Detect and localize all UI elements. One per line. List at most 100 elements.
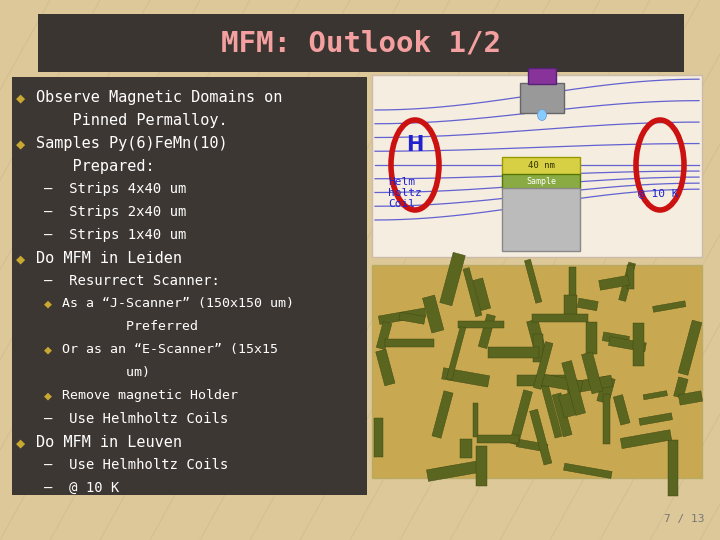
Bar (517, 375, 570, 386)
Text: Prepared:: Prepared: (36, 159, 155, 174)
Bar (541, 374, 582, 392)
Bar (12, 77, 367, 495)
Text: ◆: ◆ (44, 389, 52, 402)
Bar (559, 393, 577, 418)
Bar (372, 265, 702, 478)
Bar (372, 75, 702, 257)
Bar (458, 321, 503, 328)
Text: H: H (406, 135, 423, 155)
Bar (678, 320, 702, 375)
Bar (534, 342, 553, 389)
Text: –  Use Helmholtz Coils: – Use Helmholtz Coils (44, 458, 228, 472)
Text: um): um) (62, 366, 150, 379)
Bar (423, 295, 444, 333)
Bar (552, 393, 572, 437)
Bar (608, 336, 647, 352)
Text: ◆: ◆ (16, 251, 25, 266)
Bar (627, 265, 634, 289)
Bar (577, 298, 598, 310)
Text: –  Use Helmholtz Coils: – Use Helmholtz Coils (44, 412, 228, 426)
Text: ◆: ◆ (16, 136, 25, 151)
Bar (569, 267, 577, 296)
Bar (531, 314, 588, 322)
Text: ◆: ◆ (44, 343, 52, 356)
Text: 40 nm: 40 nm (528, 161, 554, 171)
Bar (377, 321, 392, 350)
Bar (374, 417, 383, 457)
Text: ◆: ◆ (16, 90, 25, 105)
Text: ◆: ◆ (16, 435, 25, 450)
Bar (587, 322, 597, 354)
Text: Samples Py(6)FeMn(10): Samples Py(6)FeMn(10) (36, 136, 228, 151)
Bar (678, 391, 703, 405)
Bar (674, 377, 688, 399)
Bar (613, 395, 630, 425)
Bar (668, 440, 678, 496)
Bar (432, 391, 453, 438)
Bar (566, 375, 613, 394)
Bar (603, 394, 610, 444)
Text: –  Resurrect Scanner:: – Resurrect Scanner: (44, 274, 220, 288)
Bar (463, 268, 482, 317)
Text: Preferred: Preferred (62, 320, 198, 333)
Bar (376, 349, 395, 386)
Bar (473, 403, 479, 437)
Bar (524, 259, 542, 303)
Bar (602, 332, 629, 345)
Text: As a “J-Scanner” (150x150 um): As a “J-Scanner” (150x150 um) (62, 297, 294, 310)
Bar (488, 347, 539, 358)
Text: Pinned Permalloy.: Pinned Permalloy. (36, 113, 228, 128)
Bar (597, 376, 615, 404)
Bar (460, 439, 472, 458)
Bar (582, 352, 603, 394)
Bar (526, 319, 546, 354)
Bar (502, 157, 580, 175)
Text: ◆: ◆ (44, 297, 52, 310)
Bar (478, 314, 495, 349)
Text: Do MFM in Leuven: Do MFM in Leuven (36, 435, 182, 450)
Bar (633, 323, 644, 367)
Bar (564, 295, 577, 318)
Bar (643, 390, 667, 400)
Text: –  @ 10 K: – @ 10 K (44, 481, 120, 495)
Bar (516, 439, 548, 452)
Bar (38, 14, 684, 72)
Bar (564, 463, 612, 478)
Bar (502, 188, 580, 251)
Text: Helm
holtz
Coil: Helm holtz Coil (388, 177, 422, 209)
Bar (446, 327, 466, 380)
Text: Sample: Sample (526, 178, 556, 186)
Text: 7 / 13: 7 / 13 (665, 514, 705, 524)
Text: @ 10 K: @ 10 K (638, 188, 678, 198)
Bar (399, 312, 426, 324)
Bar (440, 252, 465, 306)
Ellipse shape (538, 110, 546, 120)
Text: –  Strips 4x40 um: – Strips 4x40 um (44, 182, 186, 196)
Text: MFM: Outlook 1/2: MFM: Outlook 1/2 (221, 29, 501, 57)
Bar (599, 275, 629, 290)
Bar (533, 334, 543, 362)
Bar (510, 390, 533, 445)
Bar (426, 461, 482, 481)
Text: Do MFM in Leiden: Do MFM in Leiden (36, 251, 182, 266)
Bar (652, 301, 686, 312)
Text: –  Strips 1x40 um: – Strips 1x40 um (44, 228, 186, 242)
Bar (639, 413, 672, 426)
Text: Remove magnetic Holder: Remove magnetic Holder (62, 389, 238, 402)
Bar (562, 361, 585, 415)
Text: Observe Magnetic Domains on: Observe Magnetic Domains on (36, 90, 282, 105)
Bar (502, 174, 580, 189)
Bar (378, 308, 426, 325)
Text: Or as an “E-Scanner” (15x15: Or as an “E-Scanner” (15x15 (62, 343, 278, 356)
Bar (530, 409, 552, 465)
Bar (541, 383, 562, 438)
Bar (436, 465, 456, 476)
Bar (477, 435, 519, 443)
Bar (441, 368, 490, 387)
Bar (618, 262, 636, 301)
Bar (621, 430, 672, 449)
Bar (477, 446, 487, 486)
Bar (473, 278, 491, 310)
Text: –  Strips 2x40 um: – Strips 2x40 um (44, 205, 186, 219)
Bar (520, 83, 564, 113)
